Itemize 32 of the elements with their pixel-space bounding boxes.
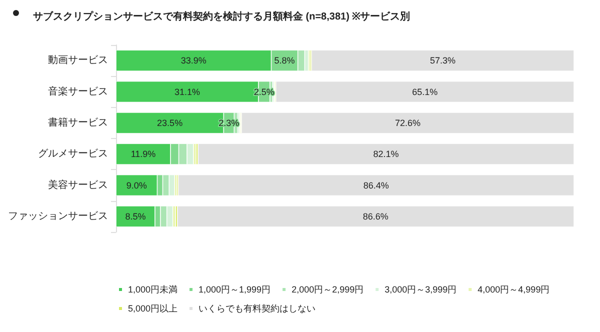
bar	[276, 81, 574, 102]
y-tick-label: グルメサービス	[38, 148, 108, 160]
data-label: 9.0%	[126, 180, 147, 190]
legend-label: 3,000円～3,999円	[384, 284, 457, 294]
bar	[198, 144, 574, 165]
y-tick-label: 書籍サービス	[48, 116, 108, 128]
chart-title: サブスクリプションサービスで有料契約を検討する月額料金 (n=8,381) ※サービス別	[33, 10, 410, 22]
data-label: 82.1%	[373, 149, 399, 160]
bar	[178, 174, 574, 196]
data-label: 31.1%	[174, 86, 200, 97]
legend-label: 1,000円未満	[128, 284, 178, 294]
data-label: 11.9%	[130, 149, 156, 160]
data-label: 65.1%	[412, 86, 438, 97]
y-tick-label: ファッションサービス	[8, 210, 108, 222]
y-tick-label: 動画サービス	[48, 55, 108, 66]
legend-label: いくらでも有料契約はしない	[198, 304, 316, 314]
legend-label: 5,000円以上	[128, 304, 178, 314]
bar	[241, 112, 574, 134]
data-label: 5.8%	[274, 56, 295, 66]
data-label: 23.5%	[157, 118, 183, 128]
data-label: 86.4%	[363, 180, 389, 190]
legend-label: 2,000円～2,999円	[292, 284, 364, 294]
y-tick-label: 音楽サービス	[48, 85, 108, 98]
data-label: 8.5%	[125, 211, 146, 222]
data-label: 72.6%	[394, 118, 421, 128]
bar	[312, 50, 574, 72]
data-label: 86.6%	[362, 211, 388, 222]
data-label: 33.9%	[180, 56, 206, 66]
y-tick-label: 美容サービス	[48, 178, 108, 191]
legend-label: 4,000円～4,999円	[478, 284, 550, 294]
data-label: 57.3%	[430, 56, 456, 66]
legend-label: 1,000円～1,999円	[198, 284, 271, 294]
